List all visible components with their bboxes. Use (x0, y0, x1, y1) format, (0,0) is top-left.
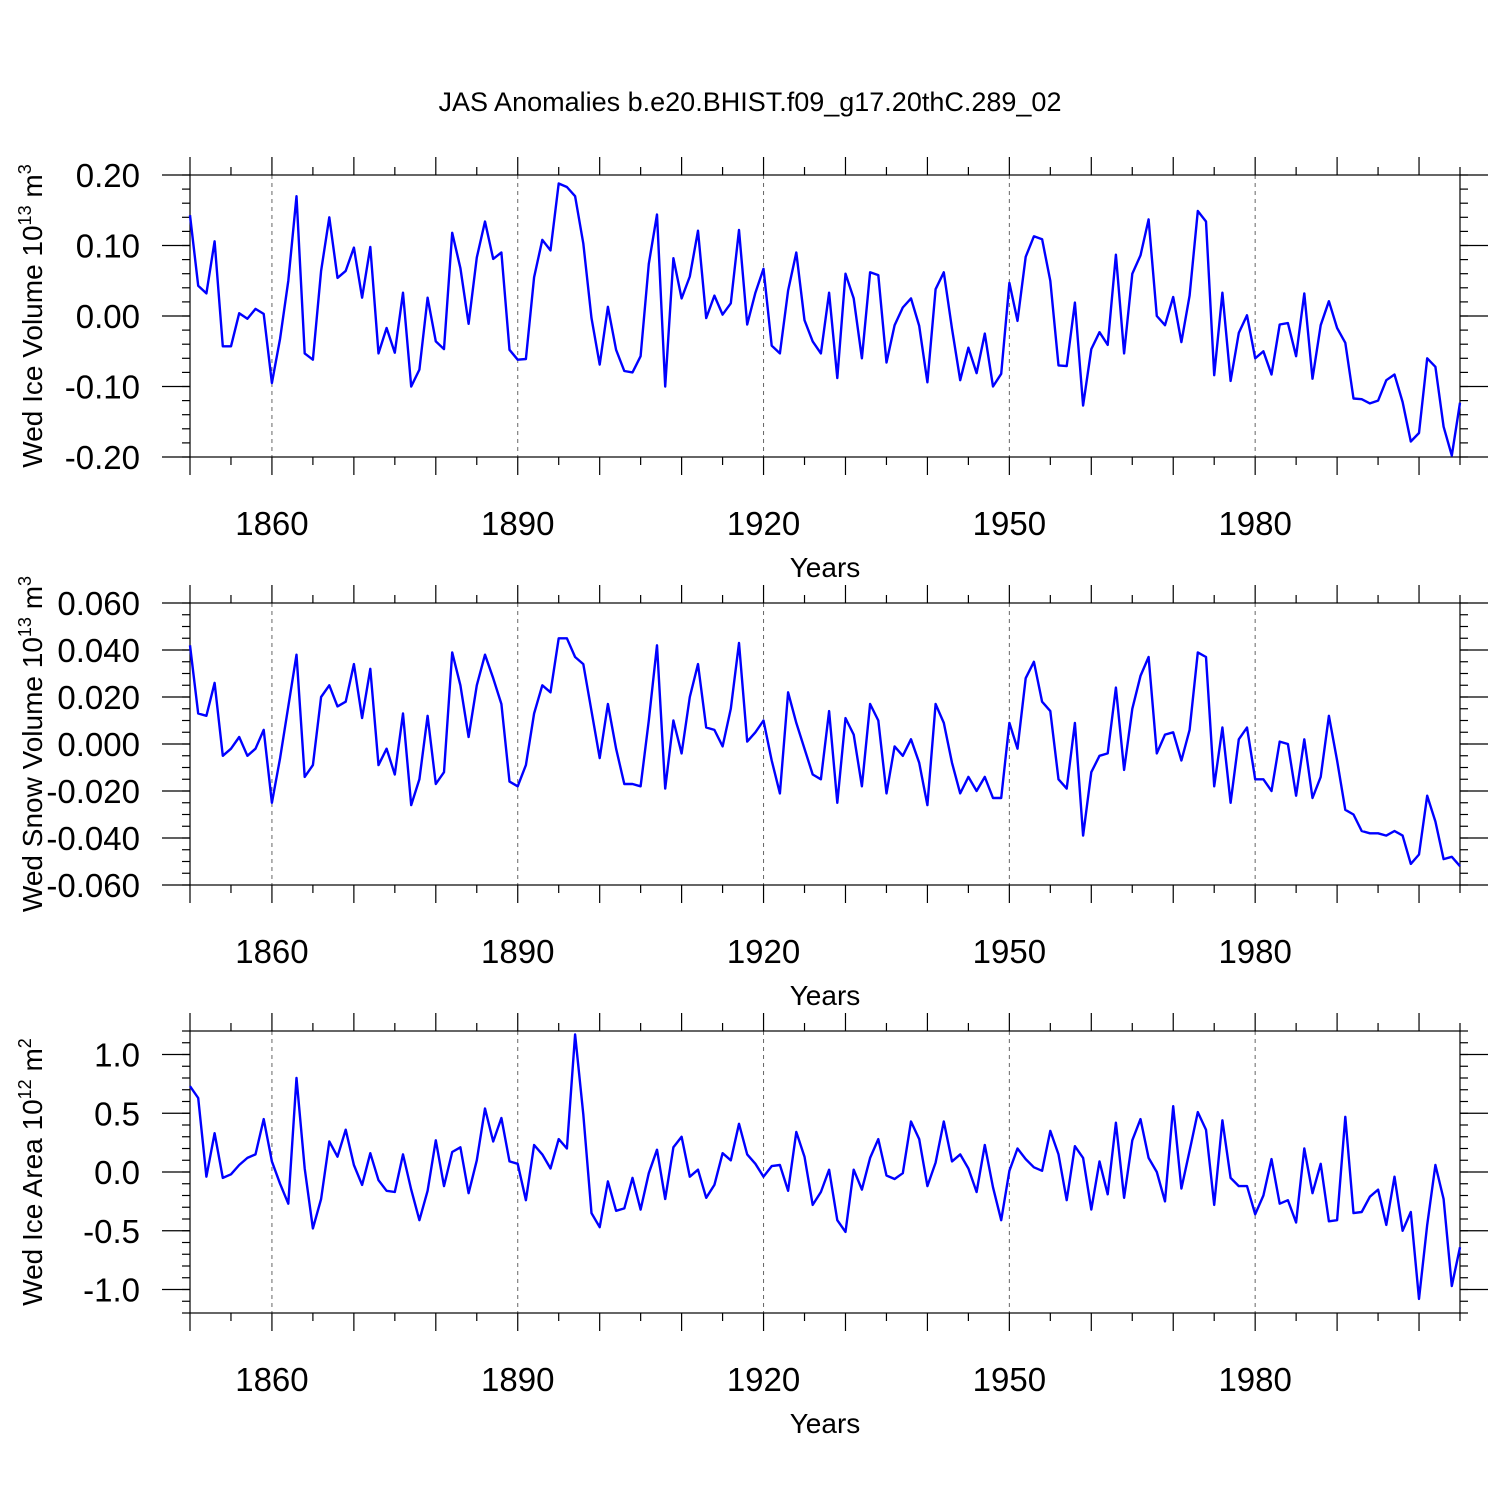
x-axis-label: Years (790, 980, 861, 1011)
y-tick-label: 0.060 (57, 585, 140, 622)
series-line (188, 182, 1462, 457)
y-tick-label: -0.5 (83, 1213, 140, 1250)
y-tick-label: 1.0 (94, 1037, 140, 1074)
y-tick-label: 0.000 (57, 726, 140, 763)
y-tick-label: 0.20 (76, 157, 140, 194)
y-tick-label: 0.5 (94, 1095, 140, 1132)
x-tick-label: 1950 (973, 505, 1046, 542)
y-tick-label: -0.040 (46, 820, 140, 857)
x-tick-label: 1920 (727, 933, 800, 970)
panels: 1860 1890 1920 1950 1980Years-0.20-0.100.000… (15, 157, 1488, 1439)
x-tick-label: 1950 (973, 933, 1046, 970)
y-tick-label: 0.020 (57, 679, 140, 716)
x-tick-label: 1920 (727, 505, 800, 542)
x-tick-label: 1890 (481, 505, 554, 542)
y-tick-label: -1.0 (83, 1272, 140, 1309)
y-tick-label: 0.040 (57, 632, 140, 669)
panel-3: 1860 1890 1920 1950 1980 Years -1.0 -0.5 0.0 0.5 1… (15, 1013, 1488, 1439)
y-tick-label: 0.10 (76, 228, 140, 265)
x-tick-label: 1980 (1218, 505, 1291, 542)
x-axis-label: Years (790, 552, 861, 583)
y-tick-label: -0.10 (65, 369, 140, 406)
series-line (189, 1033, 1462, 1301)
y-tick-label: -0.060 (46, 867, 140, 904)
x-tick-label: 1890 (481, 1361, 554, 1398)
y-tick-label: 0.00 (76, 298, 140, 335)
y-tick-label: 0.0 (94, 1154, 140, 1191)
x-tick-label: 1860 (235, 1361, 308, 1398)
y-tick-label: -0.20 (65, 439, 140, 476)
x-tick-label: 1860 (235, 933, 308, 970)
panel-2: 1860 1890 1920 1950 1980 Years -0.060 -0.040 -0.… (15, 576, 1488, 1011)
x-tick-label: 1860 (235, 505, 308, 542)
series-line (188, 637, 1461, 867)
x-tick-label: 1950 (973, 1361, 1046, 1398)
x-tick-label: 1980 (1218, 1361, 1291, 1398)
x-tick-label: 1920 (727, 1361, 800, 1398)
y-tick-label: -0.020 (46, 773, 140, 810)
x-tick-label: 1890 (481, 933, 554, 970)
y-axis-label: Wed Ice Area 1012 m2 (15, 1038, 48, 1306)
x-axis-label: Years (790, 1408, 861, 1439)
y-axis-label: Wed Ice Volume 1013 m3 (15, 164, 48, 467)
y-axis-label: Wed Snow Volume 1013 m3 (15, 576, 48, 912)
x-tick-label: 1980 (1218, 933, 1291, 970)
chart-title: JAS Anomalies b.e20.BHIST.f09_g17.20thC.… (439, 87, 1062, 117)
panel-1: 1860 1890 1920 1950 1980 Years -0.20 -0.10 0.00 0… (15, 157, 1488, 583)
